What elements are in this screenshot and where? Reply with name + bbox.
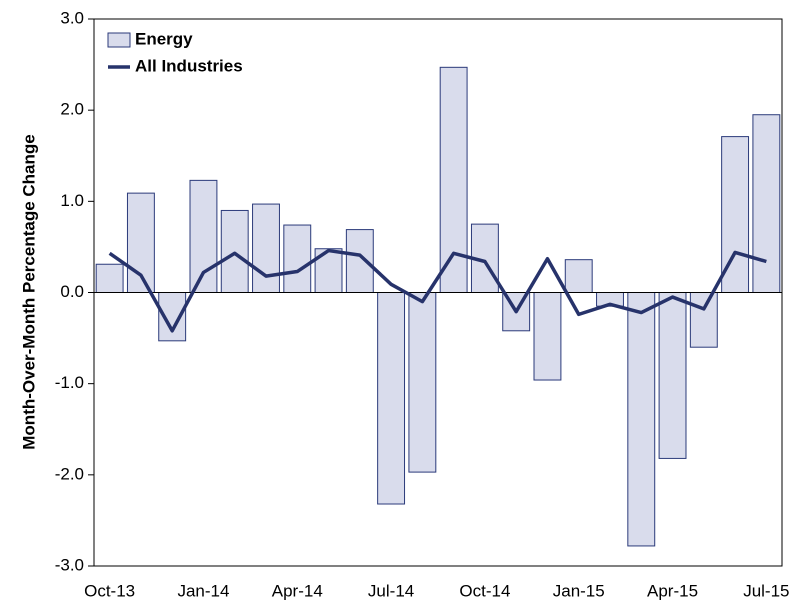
legend-swatch bbox=[107, 32, 131, 48]
bar bbox=[408, 292, 437, 473]
y-tick-label: 2.0 bbox=[60, 100, 84, 119]
legend-label: All Industries bbox=[135, 56, 243, 75]
x-tick-label: Jul-14 bbox=[368, 581, 414, 600]
x-tick-label: Jul-15 bbox=[743, 581, 789, 600]
bar bbox=[627, 292, 656, 547]
y-tick-label: 3.0 bbox=[60, 8, 84, 27]
x-tick-label: Apr-14 bbox=[272, 581, 323, 600]
bar bbox=[377, 292, 406, 505]
bar bbox=[252, 203, 280, 293]
legend-label: Energy bbox=[135, 29, 193, 48]
bar bbox=[658, 292, 687, 459]
bar bbox=[533, 292, 562, 381]
bar bbox=[345, 229, 374, 293]
line bbox=[108, 248, 767, 333]
bar bbox=[439, 66, 468, 294]
bar bbox=[564, 259, 593, 293]
y-tick-label: -3.0 bbox=[55, 555, 84, 574]
bar bbox=[220, 209, 249, 293]
bar bbox=[95, 263, 124, 294]
x-tick-label: Oct-13 bbox=[84, 581, 135, 600]
y-tick-label: 1.0 bbox=[60, 191, 84, 210]
x-tick-label: Oct-14 bbox=[459, 581, 510, 600]
y-tick-label: -2.0 bbox=[55, 464, 84, 483]
y-axis-label: Month-Over-Month Percentage Change bbox=[19, 134, 38, 449]
x-tick-label: Apr-15 bbox=[647, 581, 698, 600]
x-tick-label: Jan-15 bbox=[553, 581, 605, 600]
bar bbox=[689, 292, 718, 348]
y-tick-label: -1.0 bbox=[55, 373, 84, 392]
bar bbox=[283, 224, 312, 293]
y-tick-label: 0.0 bbox=[60, 282, 84, 301]
x-tick-label: Jan-14 bbox=[177, 581, 229, 600]
bar bbox=[752, 114, 781, 293]
